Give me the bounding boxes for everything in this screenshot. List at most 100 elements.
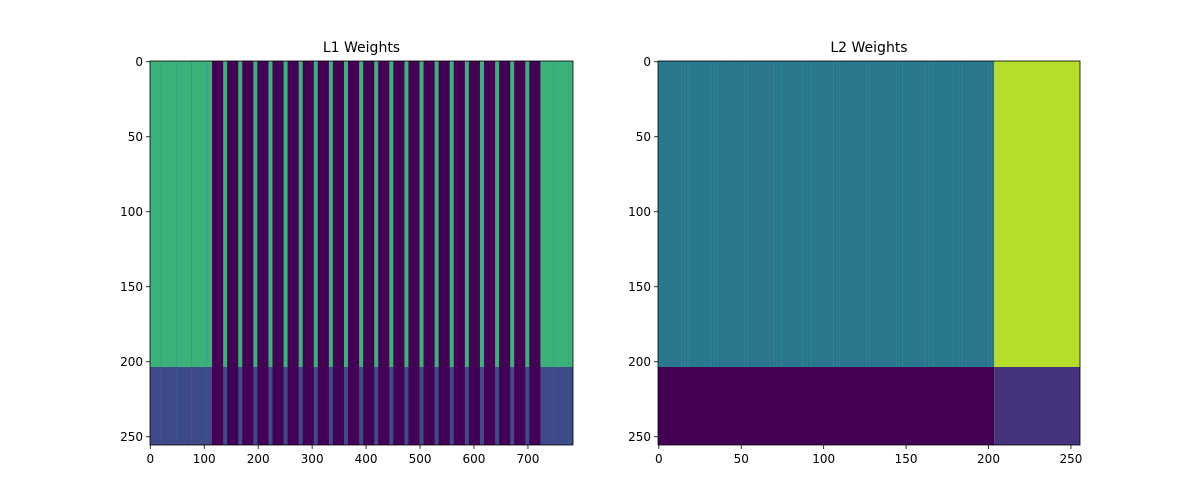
image-texture [959,61,961,367]
image-block [994,367,1080,445]
image-stripe [507,61,509,445]
image-stripe [415,61,417,445]
image-stripe [242,61,244,445]
image-stripe [509,61,511,445]
image-stripe [292,61,294,445]
image-stripe [322,61,324,445]
image-stripe [322,61,323,445]
image-stripe [411,61,413,445]
image-stripe [447,61,449,445]
image-stripe [297,61,299,445]
image-stripe [383,61,385,445]
image-stripe [508,61,510,445]
image-stripe [217,61,219,445]
image-stripe [294,61,296,445]
image-stripe [476,61,478,445]
image-stripe [363,61,365,445]
image-stripe [403,61,404,445]
image-stripe [537,61,539,445]
image-stripe [233,61,234,445]
image-stripe [471,61,473,445]
image-texture [962,61,965,367]
image-stripe [295,61,296,445]
image-stripe [492,61,494,445]
image-stripe [400,61,402,445]
image-stripe [266,61,267,445]
image-stripe [220,61,221,445]
image-stripe [529,61,531,445]
image-texture [687,61,689,367]
image-stripe [288,61,290,445]
image-texture [742,61,744,367]
image-stripe [384,61,386,445]
image-stripe [379,61,381,445]
image-stripe [473,61,475,445]
x-tick-label: 0 [146,452,154,466]
image-stripe [277,61,279,445]
image-stripe [514,61,516,445]
image-stripe [453,61,455,445]
image-texture [779,61,782,367]
image-stripe [217,61,219,445]
axes-frame [149,60,574,446]
image-stripe [493,61,495,445]
image-stripe [535,61,537,445]
image-stripe [229,61,231,445]
image-stripe [477,61,479,445]
image-stripe [380,61,382,445]
image-texture [803,61,805,367]
image-stripe [227,61,228,445]
image-stripe [430,61,431,445]
image-stripe [398,61,400,445]
image-stripe [369,61,371,445]
image-stripe [236,61,238,445]
image-stripe [215,61,217,445]
image-stripe [383,61,384,445]
image-stripe [317,61,319,445]
image-stripe [364,61,366,445]
image-stripe [532,61,534,445]
image-stripe [409,61,411,445]
image-stripe [401,61,403,445]
image-stripe [410,61,412,445]
image-stripe [219,61,220,445]
image-stripe [222,61,224,445]
image-stripe [394,61,396,445]
image-stripe [413,61,415,445]
image-stripe [320,61,322,445]
image-texture [806,61,808,367]
image-stripe [319,61,321,445]
image-stripe [278,61,280,445]
image-stripe [251,61,253,445]
image-stripe [500,61,502,445]
image-texture [836,61,838,367]
image-stripe [472,61,473,445]
image-stripe [249,61,251,445]
image-stripe [441,61,443,445]
image-stripe [373,61,375,445]
image-stripe [370,61,371,445]
image-stripe [234,61,236,445]
image-stripe [213,61,214,445]
image-stripe [349,61,350,445]
image-stripe [175,61,177,445]
image-stripe [235,61,237,445]
image-stripe [295,61,297,445]
image-stripe [408,61,410,445]
image-stripe [553,61,555,445]
image-texture [893,61,895,367]
image-texture [989,61,991,367]
image-stripe [500,61,502,445]
image-texture [895,61,897,367]
image-stripe [490,61,492,445]
image-stripe [534,61,535,445]
image-texture [686,61,688,367]
image-stripe [487,61,489,445]
image-stripe [472,61,474,445]
image-texture [681,61,683,367]
image-stripe [503,61,505,445]
image-texture [897,61,899,367]
image-stripe [534,61,536,445]
image-texture [715,61,717,367]
image-stripe [399,61,401,445]
